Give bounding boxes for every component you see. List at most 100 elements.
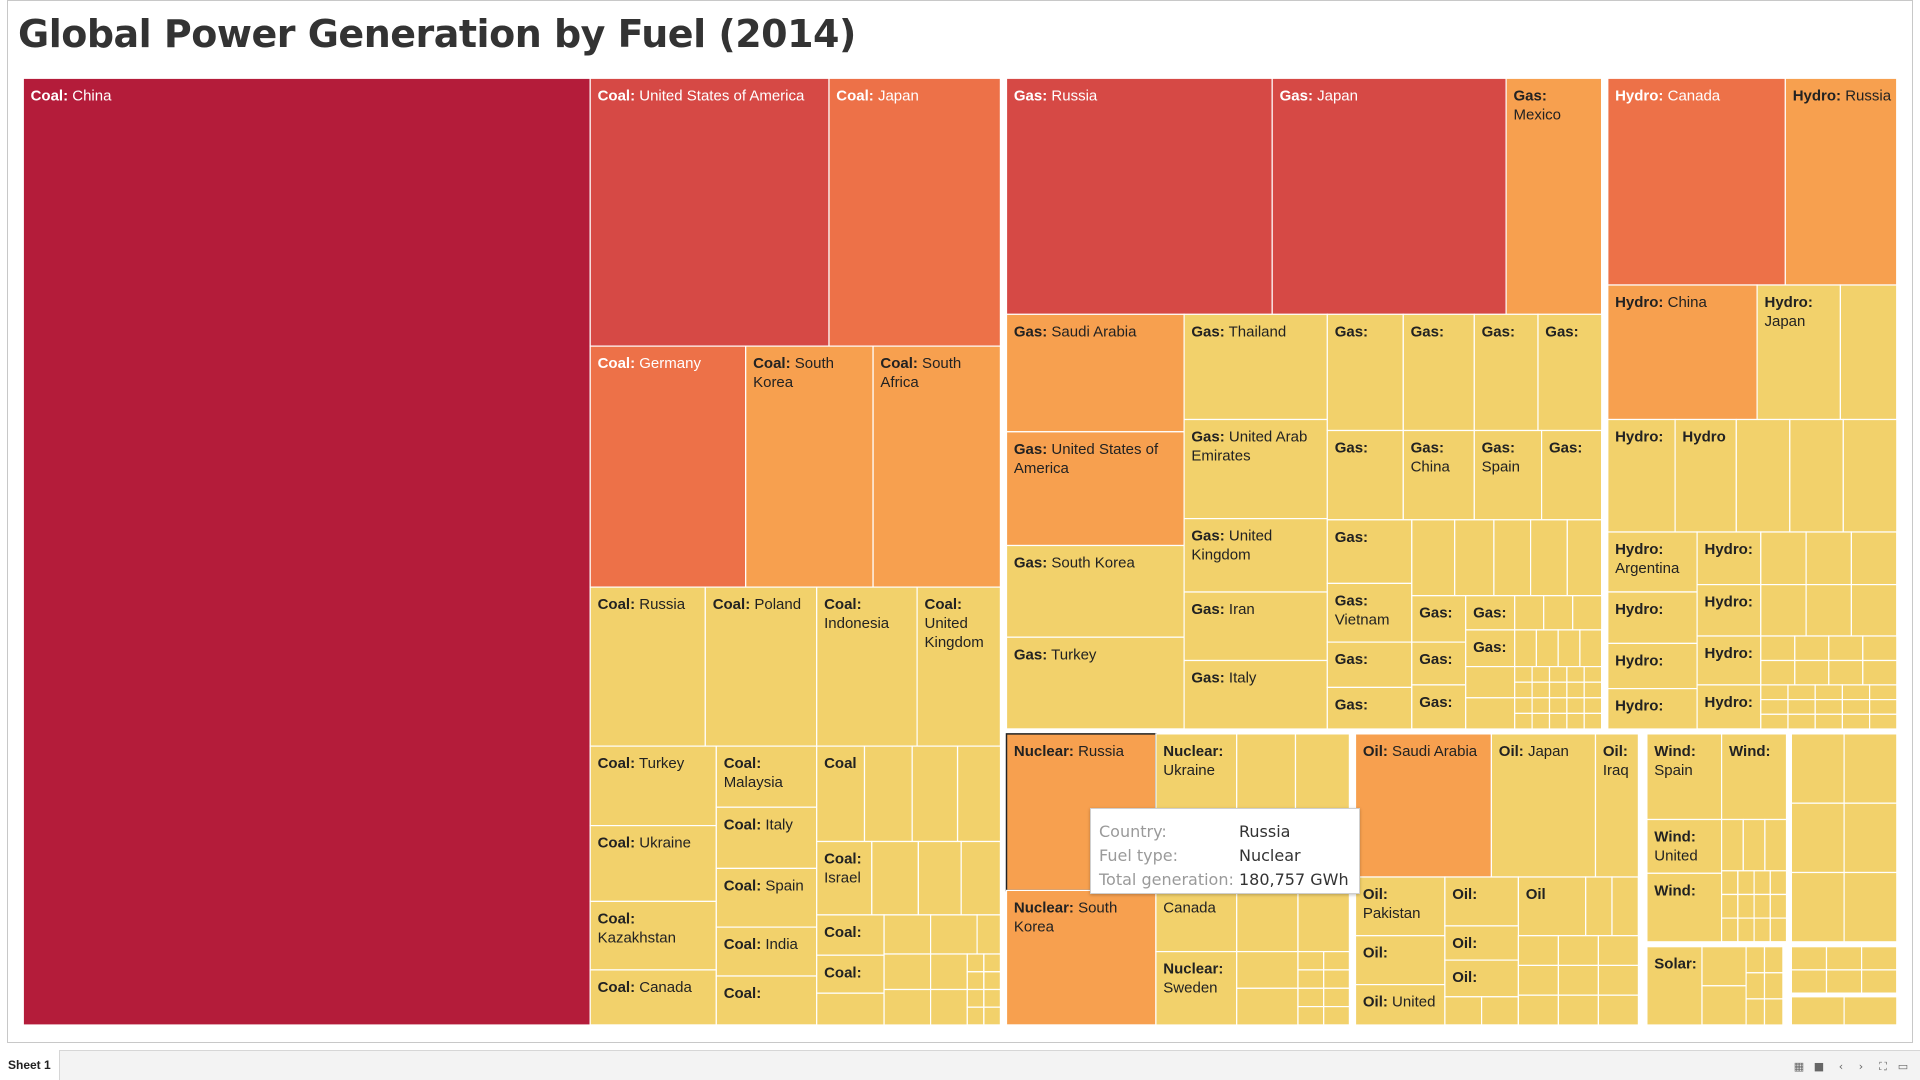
treemap-tile[interactable] [1843,802,1898,874]
treemap-tile[interactable] [976,914,1001,955]
tile-hydro-canada[interactable] [1607,77,1787,286]
treemap-tile[interactable] [1753,893,1771,919]
tile-oil-pakistan[interactable] [1354,876,1446,937]
treemap-tile[interactable] [1841,713,1871,730]
treemap-tile[interactable] [1843,996,1898,1026]
tile-coal-south-korea[interactable] [745,345,874,588]
treemap-tile[interactable] [1790,946,1828,971]
tile-nuclear-canada[interactable] [1155,889,1238,953]
treemap-tile[interactable] [1297,969,1325,989]
treemap-tile[interactable] [1548,665,1568,683]
treemap-tile[interactable] [1465,697,1516,730]
treemap-tile[interactable] [1825,946,1863,971]
treemap-tile[interactable] [1769,893,1788,919]
treemap-tile[interactable] [1480,996,1519,1026]
treemap-tile[interactable] [1862,635,1898,662]
treemap-tile[interactable] [983,988,1002,1008]
treemap-tile[interactable] [1763,972,1784,1000]
treemap-tile[interactable] [1411,519,1456,597]
treemap-tile[interactable] [1514,681,1533,699]
treemap-tile[interactable] [1236,987,1299,1026]
tile-coal-china[interactable] [22,77,591,1026]
treemap-tile[interactable] [1465,665,1516,699]
treemap-tile[interactable] [1646,872,1723,943]
treemap-tile[interactable] [1597,935,1640,967]
treemap-tile[interactable] [1583,712,1603,730]
treemap-tile[interactable] [1323,987,1350,1008]
tile-coal-united-kingdom[interactable] [916,586,1001,747]
treemap-tile[interactable] [1735,418,1791,533]
tile-oil-united[interactable] [1354,983,1446,1026]
treemap-tile[interactable] [1860,946,1898,971]
tile-gas-russia[interactable] [1005,77,1273,316]
tile-nuclear-south-korea[interactable] [1005,889,1157,1026]
tile-gas-japan[interactable] [1271,77,1507,316]
treemap-tile[interactable] [1805,583,1852,637]
treemap-tile[interactable] [1583,697,1603,714]
treemap-tile[interactable] [1794,635,1830,662]
treemap-tile[interactable] [1517,994,1560,1026]
treemap-tile[interactable] [1557,964,1600,996]
treemap-tile[interactable] [1720,893,1739,919]
treemap-tile[interactable] [1696,684,1762,730]
treemap-tile[interactable] [1236,733,1297,811]
treemap-tile[interactable] [1805,531,1852,586]
treemap-tile[interactable] [1850,583,1898,637]
treemap-tile[interactable] [1769,870,1788,895]
tile-hydro-china[interactable] [1607,284,1758,421]
tile-coal-india[interactable] [715,926,818,977]
treemap-tile[interactable] [1850,531,1898,586]
treemap-tile[interactable] [1825,969,1863,994]
tile-gas-united-arab-emirates[interactable] [1183,418,1328,520]
treemap-tile[interactable] [1326,429,1404,521]
treemap-tile[interactable] [1517,935,1560,967]
treemap-tile[interactable] [1760,583,1807,637]
chevron-left-icon[interactable]: ‹ [1838,1060,1844,1073]
tile-coal-poland[interactable] [704,586,818,747]
tile-wind-spain[interactable] [1646,733,1723,821]
treemap-tile[interactable] [1236,950,1299,989]
treemap-tile[interactable] [1566,681,1585,699]
treemap-tile[interactable] [1814,713,1843,730]
chevron-right-icon[interactable]: › [1858,1060,1864,1073]
treemap-tile[interactable] [816,914,885,956]
treemap-tile[interactable] [1790,802,1845,874]
tile-hydro-japan[interactable] [1756,284,1841,421]
treemap-tile[interactable] [1611,876,1639,937]
treemap-tile[interactable] [1514,629,1537,668]
treemap-tile[interactable] [1790,969,1828,994]
tile-coal-kazakhstan[interactable] [589,900,717,971]
treemap-tile[interactable] [863,745,913,843]
treemap-tile[interactable] [911,745,959,843]
treemap-tile[interactable] [983,1006,1002,1026]
treemap-tile[interactable] [1843,733,1898,804]
treemap-tile[interactable] [1514,665,1533,683]
tile-coal-malaysia[interactable] [715,745,818,808]
treemap-tile[interactable] [1557,935,1600,967]
treemap-tile[interactable] [816,745,866,843]
treemap-tile[interactable] [1566,519,1603,597]
treemap-tile[interactable] [1696,531,1762,586]
treemap-tile[interactable] [1579,629,1603,668]
treemap-tile[interactable] [1607,591,1698,645]
treemap-tile[interactable] [1326,313,1404,432]
treemap-tile[interactable] [1839,284,1898,421]
treemap-tile[interactable] [1760,713,1789,730]
tile-coal-israel[interactable] [816,840,873,916]
treemap-tile[interactable] [1531,712,1551,730]
treemap-tile[interactable] [1566,697,1585,714]
treemap-tile[interactable] [1529,519,1568,597]
treemap-tile[interactable] [1473,313,1539,432]
treemap-tile[interactable] [883,988,932,1026]
treemap-tile[interactable] [1868,698,1898,715]
treemap-tile[interactable] [1814,698,1843,715]
treemap-tile[interactable] [883,953,932,991]
treemap-tile[interactable] [1737,870,1755,895]
treemap-tile[interactable] [1607,687,1698,730]
treemap-tile[interactable] [1764,818,1788,872]
treemap-tile[interactable] [1444,959,1520,998]
tile-coal-united-states-of-america[interactable] [589,77,830,347]
treemap-tile[interactable] [1323,1005,1350,1026]
tile-gas-thailand[interactable] [1183,313,1328,421]
tile-coal-canada[interactable] [589,969,717,1026]
